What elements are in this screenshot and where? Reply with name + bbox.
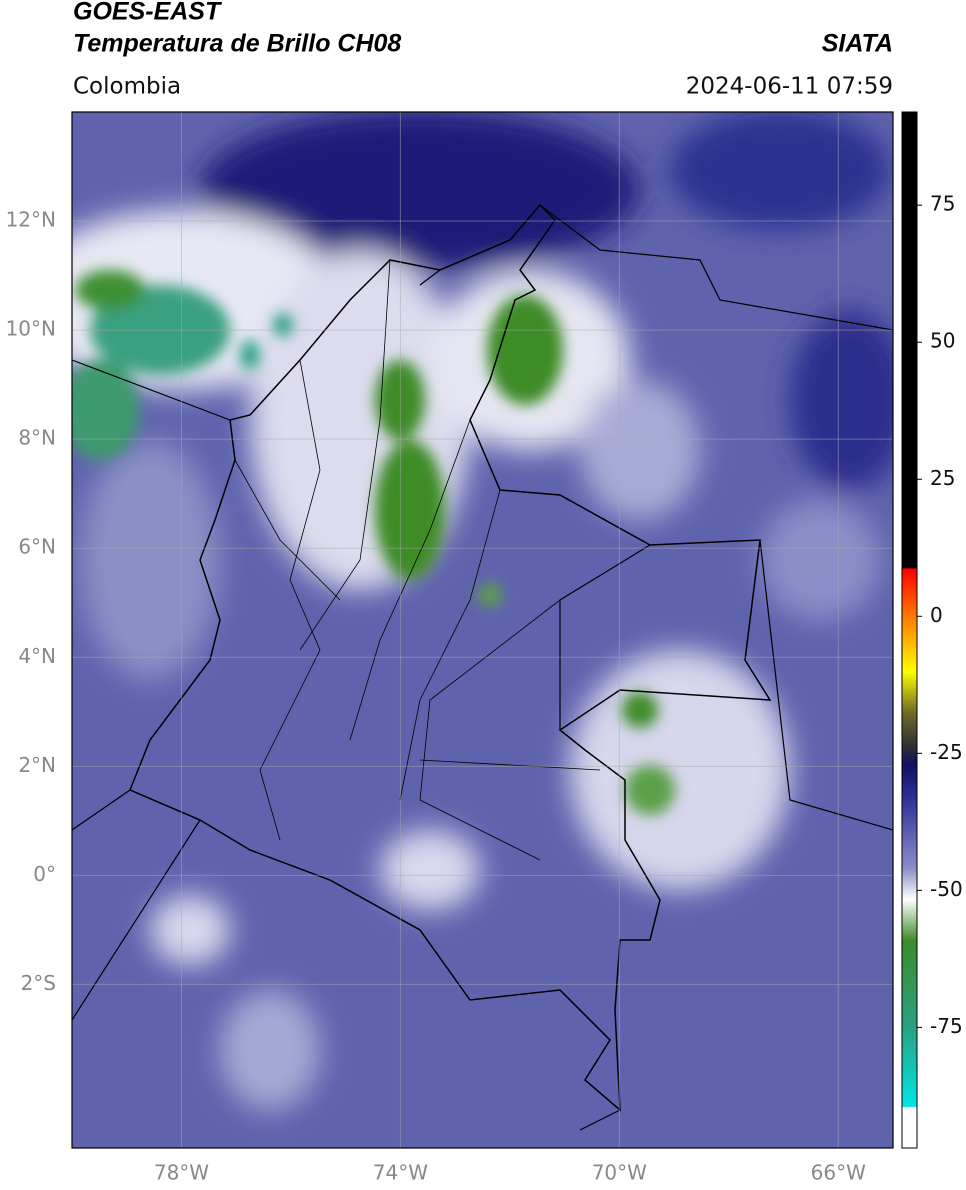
map-frame [71, 111, 894, 1149]
colorbar [901, 111, 918, 1149]
colorbar-tick-label: -25 [930, 740, 963, 764]
lon-tick-label: 66°W [811, 1161, 866, 1185]
lon-tick-label: 74°W [373, 1161, 428, 1185]
lat-tick-label: 4°N [18, 644, 56, 668]
colorbar-tick-label: 50 [930, 329, 955, 353]
title: GOES-EAST [73, 0, 223, 26]
title: Temperatura de Brillo CH08 [73, 30, 401, 58]
colorbar-tick-label: -75 [930, 1014, 963, 1038]
lat-tick-label: 0° [33, 862, 56, 886]
datetime: 2024-06-11 07:59 [686, 74, 893, 100]
colorbar-tick-label: -50 [930, 877, 963, 901]
lon-tick-label: 78°W [154, 1161, 209, 1185]
country-border [129, 203, 772, 1112]
agency: SIATA [822, 30, 893, 58]
lat-tick-label: 12°N [6, 208, 56, 232]
lat-tick-label: 8°N [18, 426, 56, 450]
department-borders [234, 259, 601, 861]
lat-tick-label: 2°N [18, 753, 56, 777]
colorbar-tick-label: 0 [930, 603, 943, 627]
lat-tick-label: 6°N [18, 535, 56, 559]
lat-tick-label: 2°S [21, 971, 56, 995]
colorbar-tick-label: 25 [930, 466, 955, 490]
lon-tick-label: 70°W [592, 1161, 647, 1185]
lat-tick-label: 10°N [6, 317, 56, 341]
region: Colombia [73, 74, 181, 100]
colorbar-tick-label: 75 [930, 192, 955, 216]
satellite-image [72, 112, 893, 1148]
